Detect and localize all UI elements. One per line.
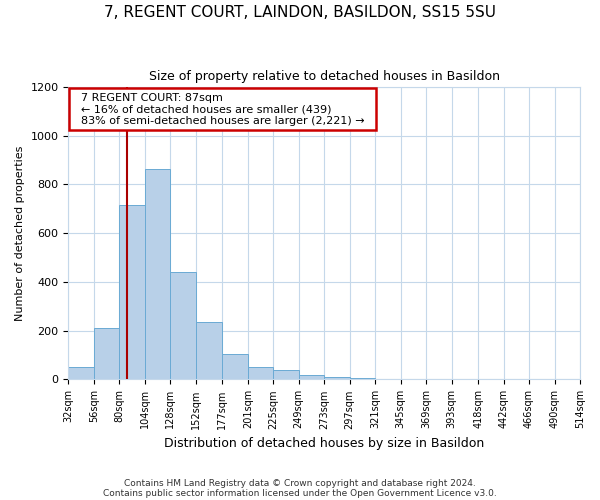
Bar	[324, 377, 350, 380]
Bar	[94, 328, 119, 380]
Text: 7, REGENT COURT, LAINDON, BASILDON, SS15 5SU: 7, REGENT COURT, LAINDON, BASILDON, SS15…	[104, 5, 496, 20]
Bar	[299, 374, 324, 380]
Bar	[145, 168, 170, 380]
Bar	[273, 370, 299, 380]
Bar	[170, 272, 196, 380]
Bar	[68, 368, 94, 380]
Text: 7 REGENT COURT: 87sqm  
  ← 16% of detached houses are smaller (439)  
  83% of : 7 REGENT COURT: 87sqm ← 16% of detached …	[74, 93, 371, 126]
Bar	[196, 322, 223, 380]
Text: Contains public sector information licensed under the Open Government Licence v3: Contains public sector information licen…	[103, 488, 497, 498]
Bar	[248, 368, 273, 380]
X-axis label: Distribution of detached houses by size in Basildon: Distribution of detached houses by size …	[164, 437, 484, 450]
Text: Contains HM Land Registry data © Crown copyright and database right 2024.: Contains HM Land Registry data © Crown c…	[124, 478, 476, 488]
Title: Size of property relative to detached houses in Basildon: Size of property relative to detached ho…	[149, 70, 500, 83]
Bar	[223, 354, 248, 380]
Y-axis label: Number of detached properties: Number of detached properties	[15, 146, 25, 321]
Bar	[350, 378, 375, 380]
Bar	[119, 205, 145, 380]
